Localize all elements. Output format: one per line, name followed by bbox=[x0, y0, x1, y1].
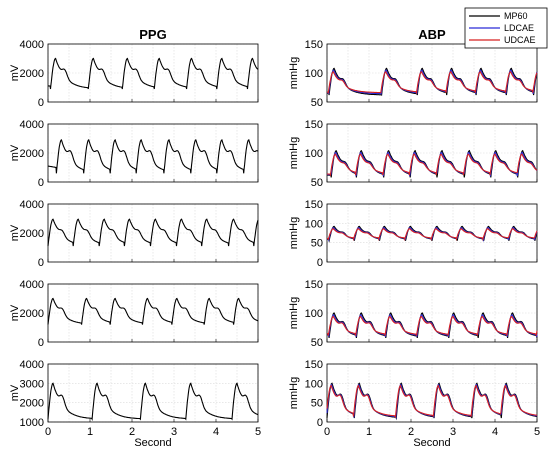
legend-label-mp60: MP60 bbox=[504, 11, 528, 21]
x-tick-label: 0 bbox=[324, 426, 330, 438]
y-tick-label: 0 bbox=[317, 257, 323, 269]
y-tick-label: 150 bbox=[305, 119, 323, 131]
abp-series-ldcae bbox=[327, 69, 538, 95]
y-tick-label: 2000 bbox=[20, 148, 44, 160]
y-tick-label: 0 bbox=[38, 337, 44, 349]
y-tick-label: 0 bbox=[317, 417, 323, 429]
panel-frame bbox=[47, 283, 259, 343]
x-tick-label: 4 bbox=[213, 426, 219, 438]
y-tick-label: 150 bbox=[305, 359, 323, 371]
ppg-series-line bbox=[47, 382, 259, 422]
panel-abp-2: 50 100 150 bbox=[305, 119, 538, 189]
x-tick-label: 1 bbox=[87, 426, 93, 438]
y-tick-label: 2000 bbox=[20, 308, 44, 320]
panel-frame bbox=[47, 43, 259, 103]
abp-series-udcae bbox=[327, 228, 538, 242]
y-axis-label: mV bbox=[9, 224, 21, 241]
abp-series-udcae bbox=[327, 153, 538, 177]
y-axis-label: mmHg bbox=[288, 297, 300, 329]
y-tick-label: 100 bbox=[305, 378, 323, 390]
y-tick-label: 150 bbox=[305, 199, 323, 211]
y-axis-label: mV bbox=[9, 304, 21, 321]
legend-label-udcae: UDCAE bbox=[504, 35, 536, 45]
panel-abp-4: 50 100 150 bbox=[305, 279, 538, 349]
y-tick-label: 4000 bbox=[20, 359, 44, 371]
panel-abp-3: 0 50 100 150 bbox=[305, 199, 538, 269]
abp-series-udcae bbox=[327, 315, 538, 336]
y-tick-label: 4000 bbox=[20, 39, 44, 51]
abp-column-title: ABP bbox=[418, 27, 446, 42]
abp-x-axis-label: Second bbox=[413, 437, 450, 449]
x-tick-label: 0 bbox=[45, 426, 51, 438]
ppg-x-axis-label: Second bbox=[134, 437, 171, 449]
ppg-series-line bbox=[48, 138, 259, 174]
y-tick-label: 4000 bbox=[20, 279, 44, 291]
legend: MP60 LDCAE UDCAE bbox=[464, 7, 548, 49]
y-tick-label: 0 bbox=[38, 257, 44, 269]
legend-label-ldcae: LDCAE bbox=[504, 23, 534, 33]
panel-abp-1: 50 100 150 bbox=[305, 39, 538, 109]
y-tick-label: 150 bbox=[305, 279, 323, 291]
y-tick-label: 100 bbox=[305, 148, 323, 160]
y-tick-label: 2000 bbox=[20, 68, 44, 80]
panel-ppg-2: 0 2000 4000 bbox=[20, 119, 259, 189]
y-tick-label: 0 bbox=[38, 177, 44, 189]
panel-ppg-3: 0 2000 4000 bbox=[20, 199, 259, 269]
y-tick-label: 100 bbox=[305, 218, 323, 230]
abp-series-udcae bbox=[326, 384, 538, 419]
abp-series-mp60 bbox=[327, 67, 538, 96]
y-axis-label: mV bbox=[9, 64, 21, 81]
abp-series-udcae bbox=[327, 71, 538, 95]
panel-frame bbox=[47, 203, 259, 263]
y-tick-label: 150 bbox=[305, 39, 323, 51]
y-tick-label: 3000 bbox=[20, 378, 44, 390]
y-tick-label: 50 bbox=[311, 177, 323, 189]
y-tick-label: 4000 bbox=[20, 119, 44, 131]
panel-abp-5: 0 50 100 150 0 1 2 3 4 5 bbox=[305, 359, 540, 438]
panel-frame bbox=[47, 363, 259, 423]
y-tick-label: 100 bbox=[305, 68, 323, 80]
y-axis-label: mmHg bbox=[288, 377, 300, 409]
y-tick-label: 2000 bbox=[20, 398, 44, 410]
ppg-series-line bbox=[47, 297, 259, 325]
x-tick-label: 3 bbox=[171, 426, 177, 438]
y-axis-label: mV bbox=[9, 384, 21, 401]
panel-ppg-4: 0 2000 4000 bbox=[20, 279, 259, 349]
x-tick-label: 2 bbox=[408, 426, 414, 438]
y-axis-label: mmHg bbox=[288, 217, 300, 249]
y-axis-label: mmHg bbox=[288, 57, 300, 89]
panel-frame bbox=[326, 363, 538, 423]
panel-frame bbox=[326, 123, 538, 183]
y-tick-label: 50 bbox=[311, 238, 323, 250]
panel-frame bbox=[326, 283, 538, 343]
x-tick-label: 4 bbox=[492, 426, 498, 438]
y-tick-label: 2000 bbox=[20, 228, 44, 240]
x-tick-label: 2 bbox=[129, 426, 135, 438]
ppg-series-line bbox=[47, 57, 259, 90]
panels: mV02000400002000400002000400002000400010… bbox=[9, 39, 540, 438]
y-axis-label: mV bbox=[9, 144, 21, 161]
x-tick-label: 5 bbox=[534, 426, 540, 438]
y-axis-label: mmHg bbox=[288, 137, 300, 169]
x-tick-label: 3 bbox=[450, 426, 456, 438]
y-tick-label: 0 bbox=[38, 97, 44, 109]
panel-frame bbox=[47, 123, 259, 183]
y-tick-label: 50 bbox=[311, 337, 323, 349]
y-tick-label: 4000 bbox=[20, 199, 44, 211]
y-tick-label: 1000 bbox=[20, 417, 44, 429]
y-tick-label: 100 bbox=[305, 308, 323, 320]
x-tick-label: 1 bbox=[366, 426, 372, 438]
y-tick-label: 50 bbox=[311, 398, 323, 410]
x-tick-label: 5 bbox=[255, 426, 261, 438]
ppg-series-line bbox=[47, 218, 259, 247]
panel-ppg-5: 1000 2000 3000 4000 0 1 2 3 4 5 bbox=[20, 359, 262, 438]
ppg-column-title: PPG bbox=[139, 27, 166, 42]
y-tick-label: 50 bbox=[311, 97, 323, 109]
panel-ppg-1: 0 2000 4000 bbox=[20, 39, 259, 109]
